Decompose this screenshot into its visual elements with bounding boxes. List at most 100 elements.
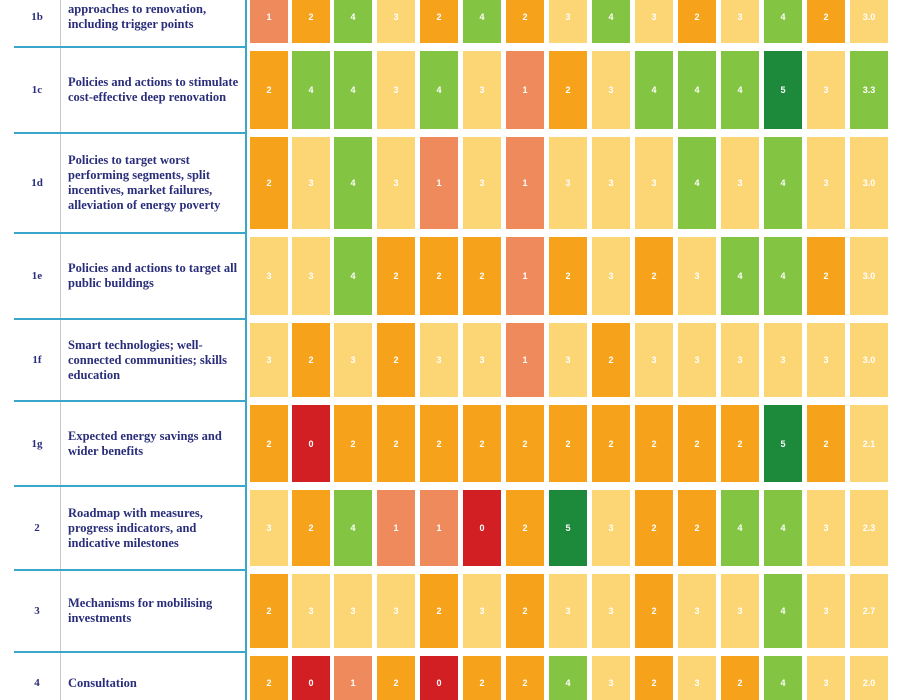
score-cell: 3 <box>635 137 673 229</box>
score-cell: 2 <box>420 405 458 482</box>
row-label: Expected energy savings and wider benefi… <box>68 428 222 458</box>
score-cell: 2 <box>635 237 673 315</box>
score-cell: 4 <box>549 656 587 700</box>
score-cell: 3 <box>292 574 330 648</box>
score-cell: 2 <box>592 405 630 482</box>
score-cell: 4 <box>721 490 759 566</box>
score-cell: 3 <box>592 137 630 229</box>
average-score-cell: 2.0 <box>850 656 888 700</box>
score-cell: 2 <box>635 656 673 700</box>
table-row: 4 Consultation 2 0 1 2 0 2 2 4 3 2 3 2 4 3 2.0 <box>0 653 900 700</box>
row-separator <box>14 232 246 234</box>
table-row: 1c Policies and actions to stimulate cost… <box>0 48 900 132</box>
score-cell: 2 <box>463 405 501 482</box>
row-label: Policies and actions to stimulate cost-e… <box>68 75 239 104</box>
score-cell: 4 <box>764 490 802 566</box>
score-cell: 3 <box>420 323 458 397</box>
score-cell: 4 <box>764 0 802 43</box>
score-cell: 3 <box>592 51 630 129</box>
score-cell: 3 <box>292 237 330 315</box>
score-cell: 2 <box>807 405 845 482</box>
row-label: Policies and actions to target all publi… <box>68 261 238 290</box>
score-cell: 3 <box>292 137 330 229</box>
score-cell: 2 <box>635 574 673 648</box>
score-cell: 5 <box>764 51 802 129</box>
score-cell: 3 <box>377 574 415 648</box>
score-cell: 4 <box>334 137 372 229</box>
score-cell: 2 <box>463 237 501 315</box>
score-cell: 3 <box>721 137 759 229</box>
score-cell: 2 <box>292 0 330 43</box>
average-score-cell: 3.3 <box>850 51 888 129</box>
score-cell: 3 <box>678 656 716 700</box>
score-cell: 0 <box>292 405 330 482</box>
score-cell: 2 <box>635 490 673 566</box>
score-cell: 1 <box>377 490 415 566</box>
average-score-cell: 3.0 <box>850 0 888 43</box>
row-separator <box>14 132 246 134</box>
score-cell: 3 <box>592 490 630 566</box>
score-cell: 3 <box>807 137 845 229</box>
score-cell: 4 <box>635 51 673 129</box>
score-cell: 4 <box>764 574 802 648</box>
score-cell: 3 <box>463 323 501 397</box>
score-cell: 1 <box>506 51 544 129</box>
score-cell: 2 <box>420 237 458 315</box>
score-cell: 2 <box>250 405 288 482</box>
score-cell: 0 <box>463 490 501 566</box>
score-cell: 2 <box>678 490 716 566</box>
score-cell: 3 <box>250 323 288 397</box>
row-separator <box>14 485 246 487</box>
score-cell: 3 <box>721 574 759 648</box>
score-cell: 4 <box>463 0 501 43</box>
score-cell: 4 <box>334 490 372 566</box>
score-cell: 3 <box>678 323 716 397</box>
score-cell: 4 <box>764 237 802 315</box>
score-cell: 2 <box>292 323 330 397</box>
score-cell: 5 <box>764 405 802 482</box>
score-cell: 3 <box>592 237 630 315</box>
row-label: Smart technologies; well-connected commu… <box>68 337 228 382</box>
score-cell: 3 <box>549 137 587 229</box>
score-cell: 4 <box>678 137 716 229</box>
score-cell: 3 <box>549 574 587 648</box>
score-cell: 2 <box>506 574 544 648</box>
score-cell: 2 <box>250 656 288 700</box>
score-cell: 3 <box>463 137 501 229</box>
average-score-cell: 3.0 <box>850 323 888 397</box>
score-cell: 2 <box>678 405 716 482</box>
table-frame-line <box>245 0 247 700</box>
score-cell: 4 <box>678 51 716 129</box>
table-row: 1f Smart technologies; well-connected com… <box>0 320 900 400</box>
table-row: 3 Mechanisms for mobilising investments 2 3… <box>0 571 900 651</box>
score-cell: 2 <box>635 405 673 482</box>
score-cell: 1 <box>250 0 288 43</box>
score-cell: 4 <box>334 51 372 129</box>
score-cell: 3 <box>549 0 587 43</box>
row-separator <box>14 318 246 320</box>
score-cell: 1 <box>420 137 458 229</box>
score-cell: 4 <box>764 137 802 229</box>
score-cell: 3 <box>807 656 845 700</box>
score-cell: 2 <box>549 405 587 482</box>
score-cell: 2 <box>377 656 415 700</box>
row-label: Roadmap with measures, progress indicato… <box>68 505 203 550</box>
score-cell: 3 <box>334 574 372 648</box>
table-row: 1e Policies and actions to target all pub… <box>0 234 900 318</box>
score-cell: 4 <box>334 0 372 43</box>
row-id: 1b <box>14 0 61 46</box>
score-cell: 5 <box>549 490 587 566</box>
score-cell: 3 <box>807 323 845 397</box>
score-cell: 2 <box>721 656 759 700</box>
average-score-cell: 2.7 <box>850 574 888 648</box>
row-id: 1g <box>14 402 61 485</box>
row-id: 2 <box>14 487 61 569</box>
score-cell: 3 <box>463 51 501 129</box>
score-cell: 2 <box>807 0 845 43</box>
score-cell: 0 <box>420 656 458 700</box>
table-row: 2 Roadmap with measures, progress indicat… <box>0 487 900 569</box>
score-cell: 3 <box>721 323 759 397</box>
row-separator <box>14 569 246 571</box>
score-cell: 4 <box>721 51 759 129</box>
